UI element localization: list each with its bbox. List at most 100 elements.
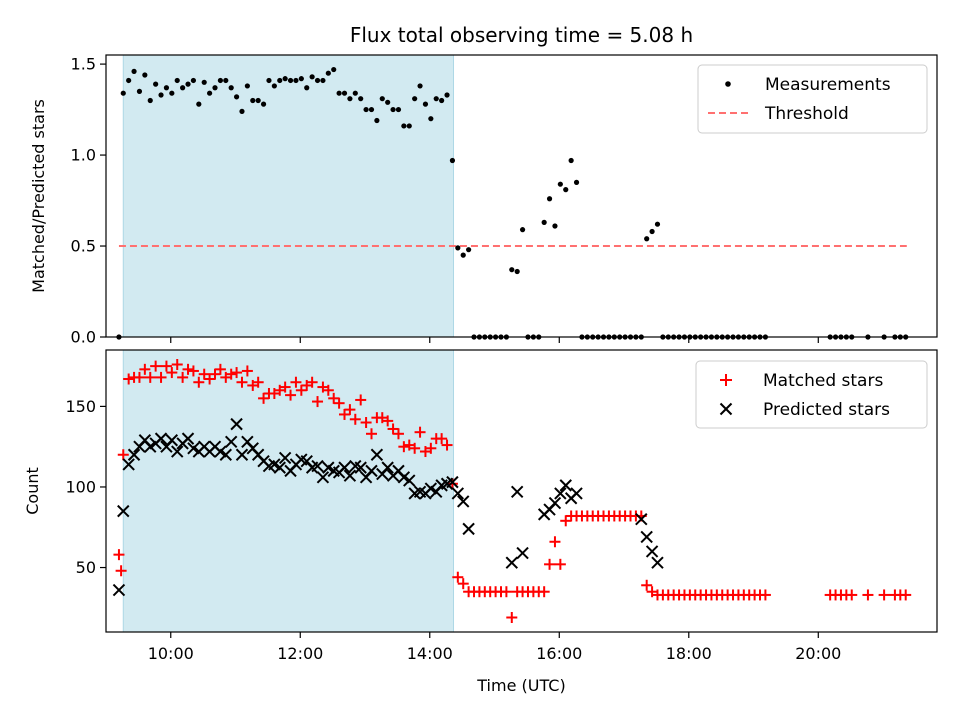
measurement-point [320, 77, 326, 84]
predicted-star-point [548, 496, 562, 510]
measurement-point [428, 116, 434, 122]
predicted-star-point [446, 475, 459, 489]
matched-star-point [387, 423, 399, 435]
matched-star-point [446, 478, 458, 490]
measurement-point [228, 85, 234, 91]
matched-star-point [214, 363, 226, 375]
legend-threshold-label: Threshold [764, 104, 849, 124]
measurement-point [325, 70, 331, 76]
predicted-star-point [316, 471, 330, 484]
measurement-point [341, 90, 348, 96]
matched-star-point [409, 442, 421, 454]
matched-star-point [198, 368, 210, 380]
measurement-point [120, 90, 126, 96]
matched-star-point [144, 371, 156, 383]
top-panel: 0.0 0.5 1.0 1.5 Flux total observing time =… [29, 23, 938, 347]
bottom-y-axis-label: Count [23, 467, 42, 515]
measurement-point [271, 83, 277, 89]
predicted-star-point [338, 461, 351, 474]
predicted-star-point [651, 556, 664, 569]
measurement-point [309, 74, 315, 80]
measurement-point [644, 236, 650, 242]
legend-matched-marker [720, 374, 732, 386]
measurement-point [223, 77, 229, 84]
predicted-star-point [510, 485, 524, 499]
bottom-x-tick-label: 16:00 [536, 644, 582, 663]
bottom-x-tick-label: 20:00 [795, 644, 841, 663]
measurement-point [417, 83, 423, 89]
measurement-point [412, 96, 418, 102]
legend-measurements-label: Measurements [765, 75, 891, 95]
measurement-point [131, 68, 137, 74]
matched-star-point [279, 381, 291, 393]
predicted-star-point [235, 448, 249, 461]
measurement-point [126, 77, 132, 84]
predicted-star-point [311, 459, 324, 473]
predicted-star-point [640, 530, 653, 544]
measurement-point [331, 66, 337, 73]
predicted-star-point [516, 546, 529, 560]
predicted-star-point [230, 417, 243, 431]
bottom-panel: 50 100 150 10:00 12:00 14:00 16:00 18:00 20:00 T… [23, 349, 938, 695]
predicted-star-point [127, 448, 141, 461]
matched-star-point [382, 415, 394, 427]
matched-star-point [355, 394, 367, 406]
bottom-shaded-interval [122, 349, 455, 633]
matched-star-point [117, 449, 129, 461]
bottom-x-tick-label: 18:00 [666, 644, 712, 663]
matched-star-point [759, 589, 771, 601]
predicted-star-point [343, 469, 357, 482]
measurement-point [546, 196, 553, 202]
measurement-point [277, 77, 283, 84]
matched-star-point [231, 367, 243, 379]
matched-star-point [225, 368, 237, 380]
matched-star-point [878, 589, 890, 601]
predicted-star-point [278, 451, 292, 465]
measurement-point [142, 72, 148, 78]
matched-star-point [166, 367, 178, 379]
measurement-point [153, 81, 159, 87]
predicted-star-point [403, 474, 416, 487]
top-shaded-interval [122, 54, 455, 338]
bottom-x-tick-label: 10:00 [148, 644, 194, 663]
matched-star-point [295, 384, 307, 396]
matched-star-point [452, 571, 464, 583]
measurement-point [147, 97, 153, 104]
matched-star-point [554, 558, 566, 570]
predicted-star-point [112, 583, 126, 597]
matched-star-point [560, 515, 572, 527]
measurement-point [422, 101, 429, 107]
matched-star-point [312, 396, 324, 408]
measurement-point [654, 221, 661, 227]
predicted-star-point [181, 432, 195, 445]
matched-star-point [549, 536, 561, 548]
predicted-star-point [122, 458, 135, 471]
matched-star-point [500, 586, 512, 598]
measurement-point [287, 77, 294, 84]
bottom-x-tick-label: 12:00 [277, 644, 323, 663]
predicted-star-point [645, 545, 659, 558]
measurement-point [304, 85, 310, 91]
measurement-point [385, 99, 391, 105]
measurement-point [358, 96, 364, 102]
predicted-star-point [554, 487, 567, 500]
matched-star-point [506, 611, 518, 623]
measurement-point [352, 90, 358, 96]
bottom-legend: Matched stars Predicted stars [695, 360, 928, 429]
measurement-point [136, 88, 143, 94]
measurement-point [519, 227, 526, 233]
matched-star-point [182, 363, 194, 375]
matched-star-point [150, 360, 162, 372]
measurement-point [260, 101, 267, 107]
measurement-point [541, 219, 547, 225]
measurement-point [298, 76, 304, 82]
measurement-point [233, 94, 240, 100]
matched-star-point [392, 428, 404, 440]
measurement-point [180, 85, 186, 91]
measurement-point [466, 247, 472, 253]
top-y-tick-label: 1.5 [71, 55, 96, 74]
matched-star-point [862, 589, 874, 601]
measurement-point [174, 77, 180, 84]
predicted-star-point [381, 461, 394, 474]
